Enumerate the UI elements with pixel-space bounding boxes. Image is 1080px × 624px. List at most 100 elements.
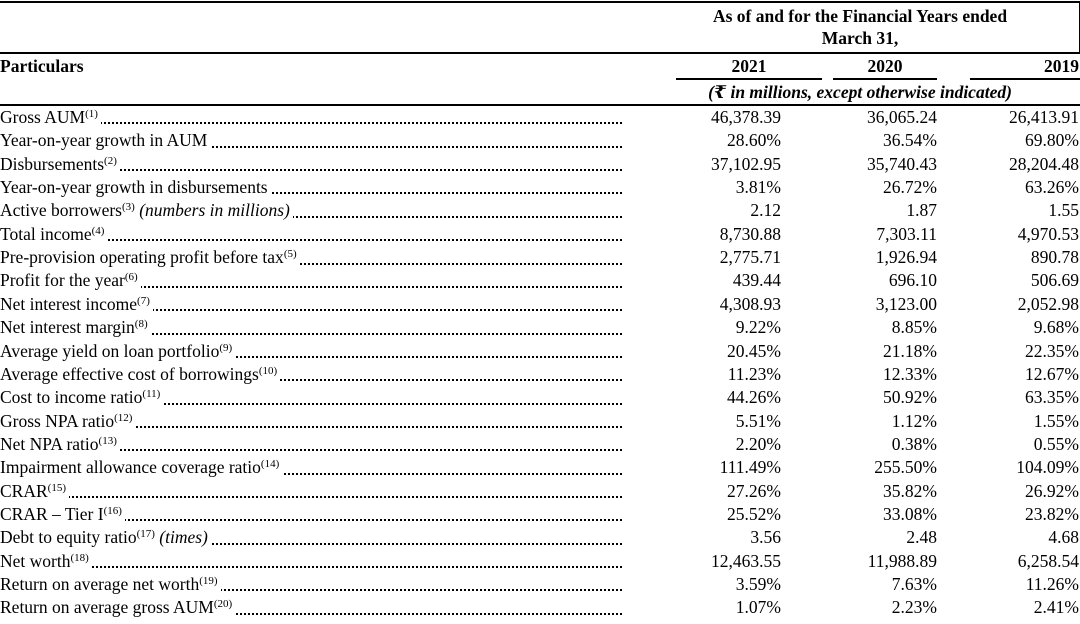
- footnote-ref: (16): [103, 504, 122, 517]
- row-label: Gross NPA ratio(12): [0, 410, 622, 433]
- value-2019: 23.82%: [1025, 503, 1079, 524]
- value-2021: 1.07%: [735, 597, 781, 618]
- table-row: Profit for the year(6) 439.44 696.10 506.69: [0, 269, 1080, 292]
- footnote-ref: (3): [121, 201, 135, 214]
- table-row: Impairment allowance coverage ratio(14) 1…: [0, 456, 1080, 479]
- row-label: Return on average net worth(19): [0, 573, 622, 596]
- footnote-ref: (14): [260, 458, 280, 471]
- table-row: Average yield on loan portfolio(9) 20.45%…: [0, 340, 1080, 363]
- row-label-text: CRAR: [0, 480, 48, 501]
- dot-leader: [0, 355, 622, 358]
- row-label: Active borrowers(3) (numbers in millions…: [0, 199, 622, 222]
- value-2020: 26.72%: [883, 177, 937, 198]
- row-label: Pre-provision operating profit before ta…: [0, 246, 622, 269]
- value-2019: 890.78: [1030, 247, 1079, 268]
- dot-leader: [0, 122, 622, 125]
- value-2019: 2.41%: [1033, 597, 1079, 618]
- table-row: Return on average gross AUM(20) 1.07% 2.23…: [0, 596, 1080, 619]
- row-label: Gross AUM(1): [0, 106, 622, 129]
- value-2019: 26.92%: [1025, 480, 1079, 501]
- table-row: Net interest margin(8) 9.22% 8.85% 9.68%: [0, 316, 1080, 339]
- row-label-text: Pre-provision operating profit before ta…: [0, 247, 284, 268]
- value-2019: 63.35%: [1025, 387, 1079, 408]
- value-2021: 111.49%: [719, 457, 781, 478]
- table-row: Gross AUM(1) 46,378.39 36,065.24 26,413.91: [0, 106, 1080, 129]
- value-2020: 36,065.24: [867, 107, 937, 127]
- value-2020: 255.50%: [874, 457, 937, 478]
- table-row: Year-on-year growth in disbursements 3.81…: [0, 176, 1080, 199]
- value-2021: 11.23%: [727, 363, 781, 384]
- value-2021: 2.12: [750, 200, 781, 221]
- footnote-ref: (18): [70, 551, 89, 564]
- footnote-ref: (19): [199, 575, 218, 587]
- value-2020: 696.10: [888, 270, 937, 291]
- value-2020: 12.33%: [883, 363, 937, 384]
- dot-leader: [0, 425, 622, 428]
- value-2021: 28.60%: [727, 130, 781, 151]
- footnote-ref: (17): [136, 528, 155, 541]
- value-2021: 46,378.39: [711, 107, 781, 127]
- footnote-ref: (15): [47, 481, 66, 494]
- header-rule: [0, 52, 1080, 54]
- row-label-text: Total income: [0, 223, 92, 244]
- row-label-text: Active borrowers: [0, 200, 122, 221]
- value-2019: 0.55%: [1033, 433, 1079, 454]
- value-2020: 33.08%: [883, 503, 937, 524]
- dot-leader: [0, 309, 622, 312]
- value-2021: 2,775.71: [719, 247, 781, 268]
- dot-leader: [0, 519, 622, 522]
- row-label: Debt to equity ratio(17) (times): [0, 526, 622, 549]
- value-2020: 2.48: [906, 527, 937, 548]
- row-label-text: Year-on-year growth in disbursements: [0, 177, 268, 198]
- value-2021: 12,463.55: [711, 550, 781, 571]
- table-row: Return on average net worth(19) 3.59% 7.63…: [0, 573, 1080, 596]
- group-title-line1: As of and for the Financial Years ended: [712, 6, 1008, 26]
- footnote-ref: (6): [124, 271, 138, 284]
- table-row: Cost to income ratio(11) 44.26% 50.92% 63.3…: [0, 386, 1080, 409]
- row-label: Average yield on loan portfolio(9): [0, 340, 622, 363]
- value-2021: 8,730.88: [719, 223, 781, 244]
- row-label-text: Net NPA ratio: [0, 433, 99, 454]
- value-2020: 7,303.11: [876, 223, 937, 244]
- table-row: CRAR(15) 27.26% 35.82% 26.92%: [0, 480, 1080, 503]
- table-row: Debt to equity ratio(17) (times) 3.56 2.48…: [0, 526, 1080, 549]
- dot-leader: [0, 262, 622, 265]
- dot-leader: [0, 239, 622, 242]
- row-label: Profit for the year(6): [0, 269, 622, 292]
- value-2019: 104.09%: [1016, 457, 1079, 478]
- table-row: Gross NPA ratio(12) 5.51% 1.12% 1.55%: [0, 410, 1080, 433]
- value-2020: 11,988.89: [867, 550, 937, 571]
- value-2021: 3.59%: [735, 574, 781, 594]
- value-2019: 28,204.48: [1009, 153, 1079, 174]
- row-label: Disbursements(2): [0, 153, 622, 176]
- value-2020: 35.82%: [883, 480, 937, 501]
- year-2020-underline: [833, 78, 937, 80]
- value-2019: 4,970.53: [1017, 223, 1079, 244]
- value-2020: 50.92%: [883, 387, 937, 408]
- value-2021: 3.56: [750, 527, 781, 548]
- row-label-text: Gross AUM: [0, 107, 86, 127]
- table-row: Total income(4) 8,730.88 7,303.11 4,970.53: [0, 223, 1080, 246]
- row-label-text: Return on average gross AUM: [0, 597, 214, 618]
- row-qualifier: (times): [159, 527, 208, 548]
- dot-leader: [0, 496, 622, 498]
- value-2020: 35,740.43: [867, 153, 937, 174]
- row-label: Cost to income ratio(11): [0, 386, 622, 409]
- dot-leader: [0, 589, 622, 592]
- dot-leader: [0, 285, 622, 288]
- year-2021-underline: [676, 78, 822, 80]
- footnote-ref: (20): [213, 598, 233, 611]
- row-label: CRAR(15): [0, 480, 622, 503]
- dot-leader: [0, 379, 622, 382]
- year-2020-heading: 2020: [867, 56, 903, 76]
- value-2019: 26,413.91: [1009, 107, 1079, 127]
- group-title-line2: March 31,: [821, 28, 899, 48]
- footnote-ref: (1): [85, 108, 98, 120]
- value-2020: 0.38%: [891, 433, 937, 454]
- value-2019: 12.67%: [1025, 363, 1079, 384]
- year-2021-heading: 2021: [731, 56, 767, 76]
- value-2020: 2.23%: [891, 597, 937, 618]
- top-rule: [0, 1, 1080, 3]
- value-2021: 5.51%: [735, 410, 781, 431]
- value-2019: 1.55%: [1033, 410, 1079, 431]
